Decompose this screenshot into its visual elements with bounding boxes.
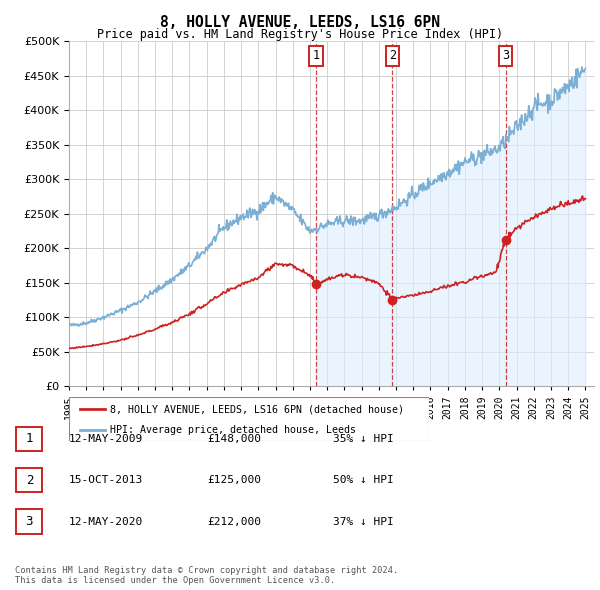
Text: HPI: Average price, detached house, Leeds: HPI: Average price, detached house, Leed… — [110, 425, 356, 435]
Text: 3: 3 — [502, 50, 509, 63]
Text: £125,000: £125,000 — [207, 476, 261, 485]
Text: 50% ↓ HPI: 50% ↓ HPI — [333, 476, 394, 485]
Text: 37% ↓ HPI: 37% ↓ HPI — [333, 517, 394, 526]
Text: 35% ↓ HPI: 35% ↓ HPI — [333, 434, 394, 444]
Text: 12-MAY-2009: 12-MAY-2009 — [69, 434, 143, 444]
FancyBboxPatch shape — [16, 427, 43, 451]
Text: 15-OCT-2013: 15-OCT-2013 — [69, 476, 143, 485]
Text: Contains HM Land Registry data © Crown copyright and database right 2024.
This d: Contains HM Land Registry data © Crown c… — [15, 566, 398, 585]
Text: 1: 1 — [26, 432, 33, 445]
Text: £212,000: £212,000 — [207, 517, 261, 526]
Text: £148,000: £148,000 — [207, 434, 261, 444]
FancyBboxPatch shape — [16, 509, 43, 534]
Text: 3: 3 — [26, 515, 33, 528]
Text: 2: 2 — [26, 474, 33, 487]
Text: 1: 1 — [313, 50, 320, 63]
Text: Price paid vs. HM Land Registry's House Price Index (HPI): Price paid vs. HM Land Registry's House … — [97, 28, 503, 41]
FancyBboxPatch shape — [69, 397, 429, 441]
Text: 8, HOLLY AVENUE, LEEDS, LS16 6PN (detached house): 8, HOLLY AVENUE, LEEDS, LS16 6PN (detach… — [110, 405, 404, 414]
Text: 2: 2 — [389, 50, 396, 63]
Text: 8, HOLLY AVENUE, LEEDS, LS16 6PN: 8, HOLLY AVENUE, LEEDS, LS16 6PN — [160, 15, 440, 30]
Text: 12-MAY-2020: 12-MAY-2020 — [69, 517, 143, 526]
FancyBboxPatch shape — [16, 468, 43, 493]
